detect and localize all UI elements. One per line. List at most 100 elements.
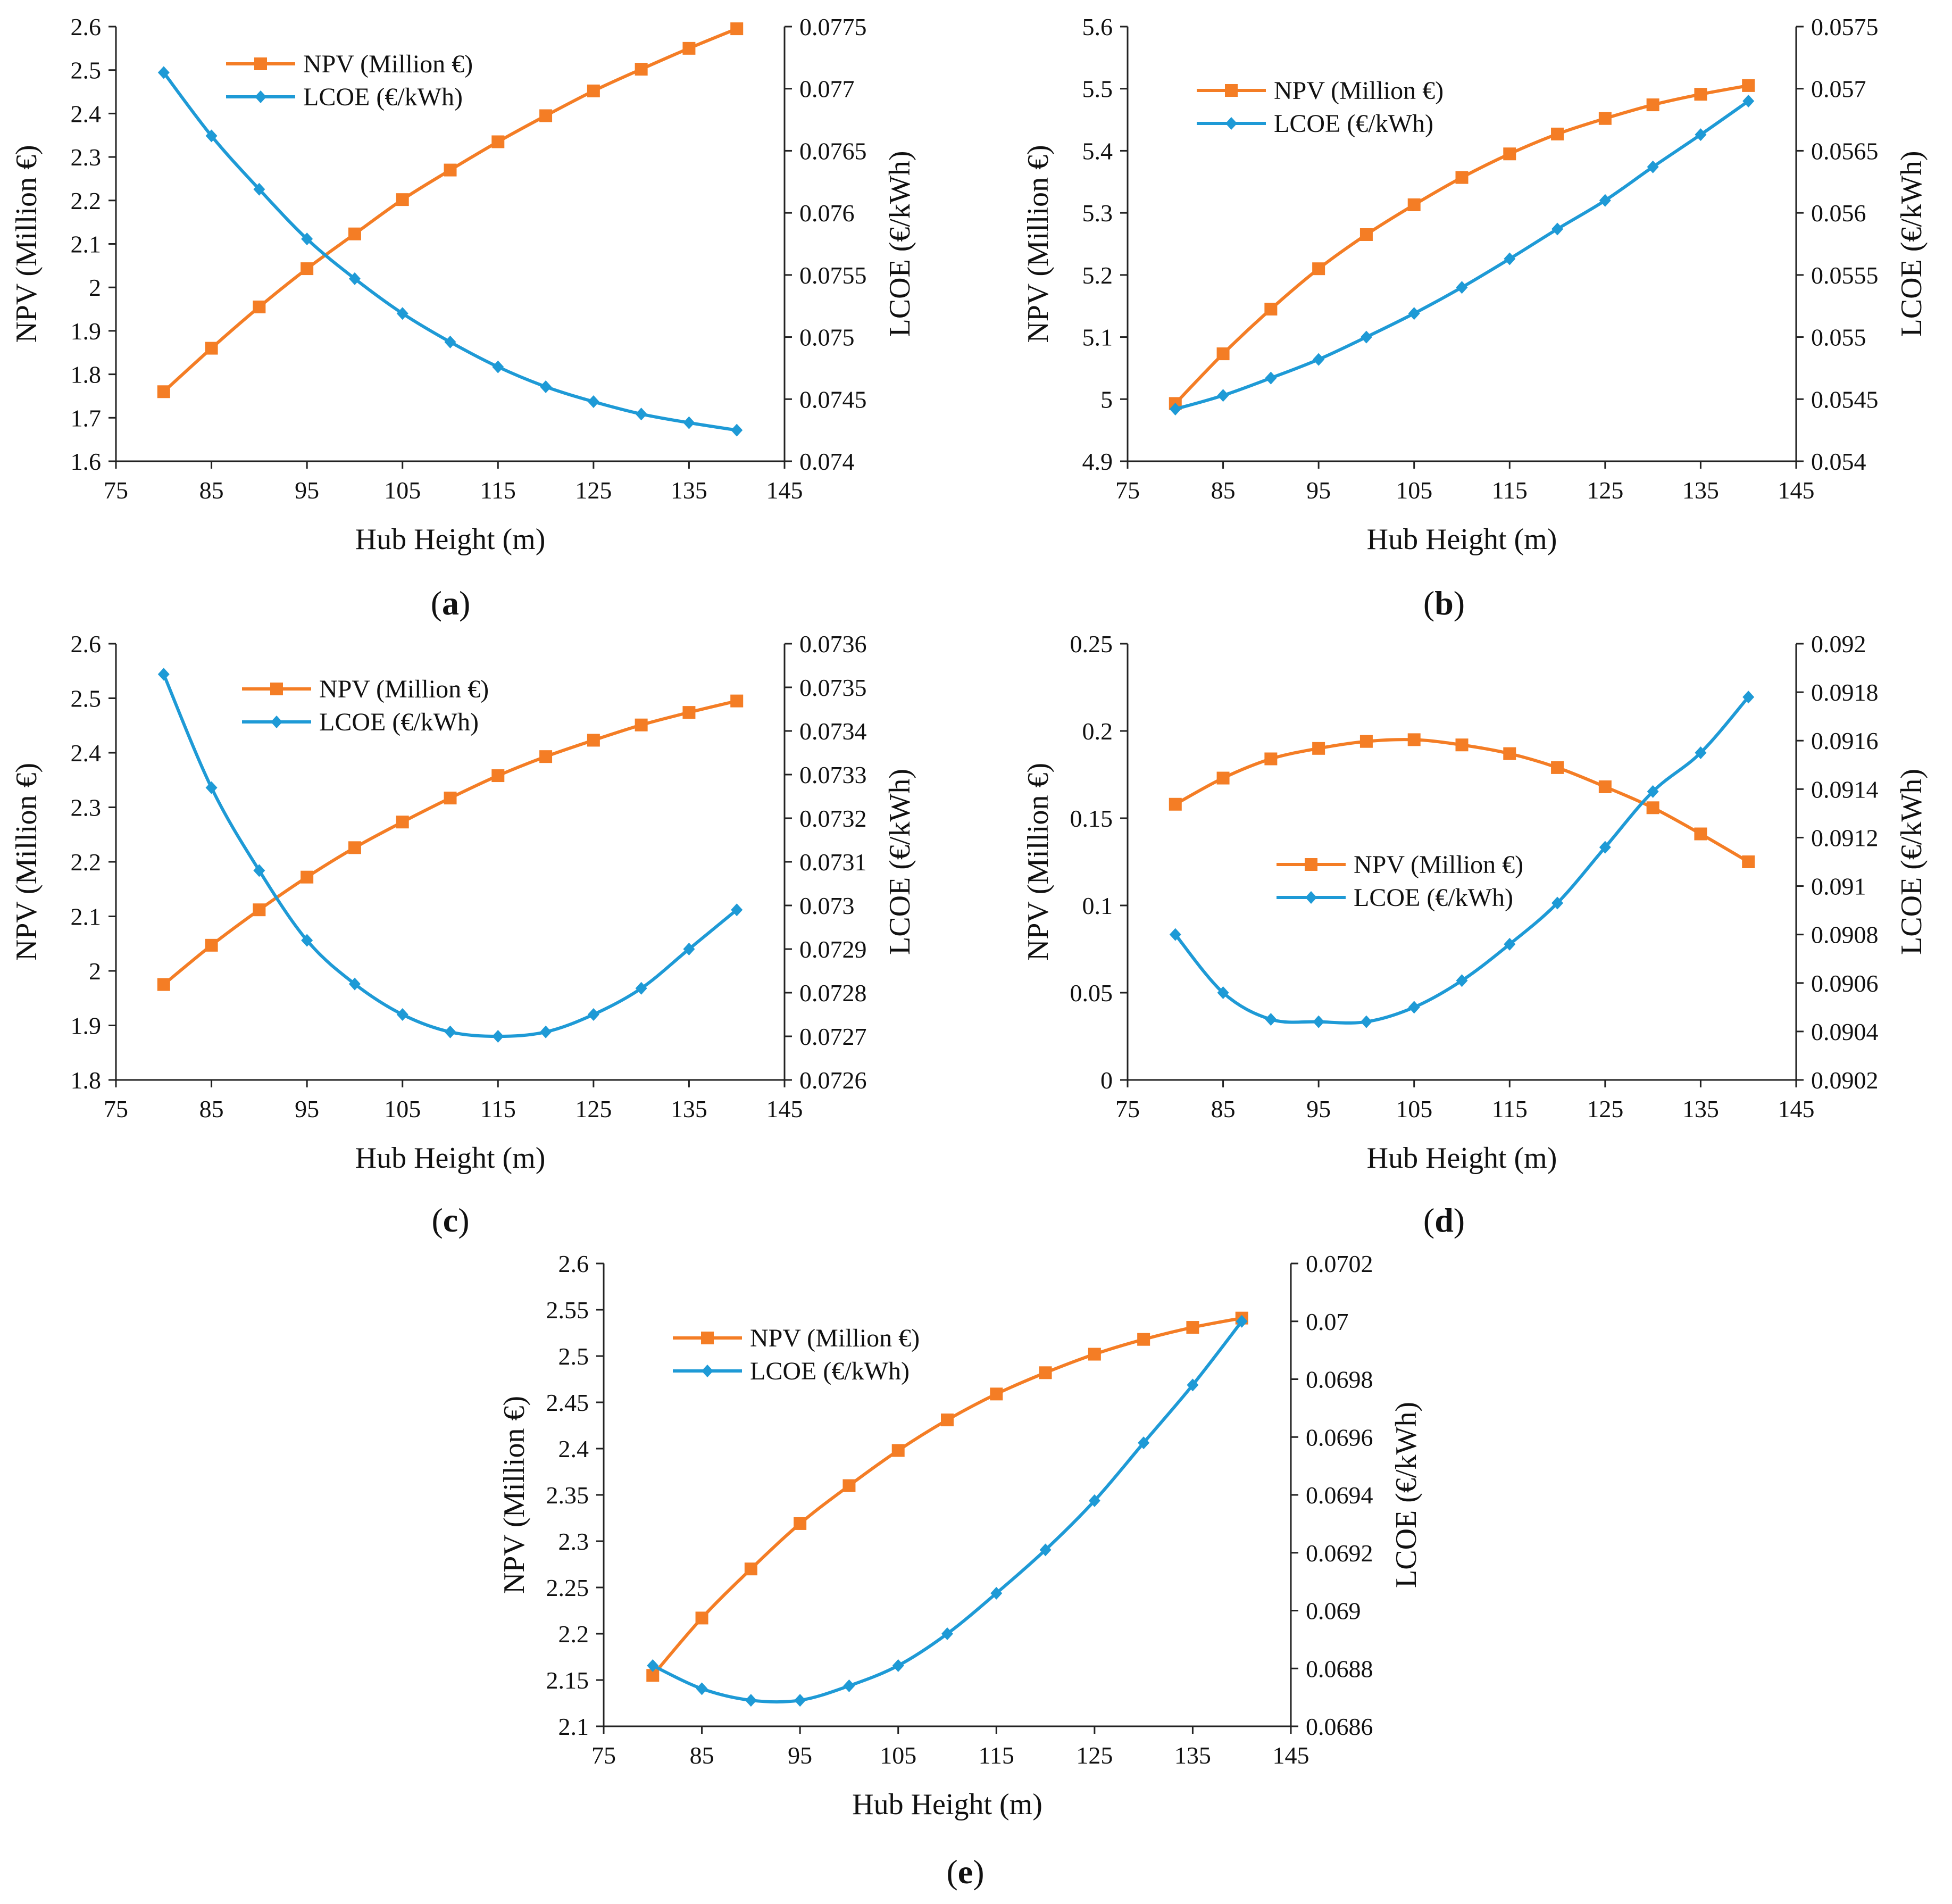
y-tick-label: 2.1 [71,903,102,930]
y2-tick-label: 0.0755 [799,262,867,289]
y-tick-label: 2.35 [546,1482,589,1509]
npv-data-point [891,1444,905,1457]
x-tick-label: 95 [295,1095,319,1123]
panel-label-letter: c [443,1201,458,1239]
y2-tick-label: 0.056 [1811,199,1866,227]
y2-tick-label: 0.0736 [799,630,867,658]
npv-data-point [695,1611,708,1625]
x-tick-label: 95 [1306,477,1331,504]
y2-tick-label: 0.0918 [1811,679,1879,706]
legend-npv-marker [701,1332,714,1344]
npv-data-point [396,193,409,206]
panel-label-close: ) [1454,584,1465,622]
panel-label-letter: a [442,584,459,622]
y2-tick-label: 0.0545 [1811,386,1879,413]
legend-npv-marker [254,57,267,70]
npv-data-point [539,750,553,763]
npv-data-point [1694,88,1707,101]
npv-data-point [1137,1333,1150,1346]
npv-data-point [1312,742,1325,755]
npv-data-point [682,706,696,719]
lcoe-data-point [941,1627,953,1640]
lcoe-data-point [348,272,361,285]
y-tick-label: 2.4 [71,739,102,767]
x-tick-label: 135 [671,477,707,504]
y2-tick-label: 0.0694 [1306,1482,1373,1509]
x-tick-label: 145 [1778,477,1815,504]
y2-tick-label: 0.0688 [1306,1655,1373,1682]
lcoe-data-point [540,1025,552,1038]
lcoe-data-point [492,360,504,373]
y2-tick-label: 0.057 [1811,76,1866,103]
x-tick-label: 115 [480,477,516,504]
y2-tick-label: 0.0729 [799,936,867,963]
lcoe-data-point [157,66,170,79]
y2-tick-label: 0.07 [1306,1308,1349,1335]
y-tick-label: 1.8 [71,1067,102,1094]
legend-lcoe-label: LCOE (€/kWh) [319,708,479,736]
y-tick-label: 2.15 [546,1667,589,1694]
npv-series-line [162,699,737,986]
x-tick-label: 145 [766,1095,803,1123]
lcoe-series-line [652,1320,1244,1704]
y2-tick-label: 0.054 [1811,448,1866,475]
npv-data-point [730,694,744,708]
lcoe-data-point [1265,1013,1277,1026]
lcoe-data-point [1217,986,1229,999]
lcoe-data-point [587,1008,599,1021]
y2-tick-label: 0.0727 [799,1023,867,1050]
npv-data-point [730,22,744,36]
lcoe-data-point [1360,1015,1372,1028]
lcoe-data-point [1551,222,1564,236]
lcoe-data-point [1742,691,1755,704]
y-tick-label: 2.5 [558,1343,589,1370]
y-axis-title: NPV (Million €) [1022,763,1055,961]
y-tick-label: 1.9 [71,318,102,345]
y-tick-label: 5.3 [1082,199,1113,227]
legend-lcoe-marker [255,90,266,103]
legend-npv-label: NPV (Million €) [1274,77,1444,105]
x-axis-title: Hub Height (m) [355,523,546,556]
y-tick-label: 5.6 [1082,13,1113,40]
panel-label-letter: e [958,1853,973,1891]
npv-data-point [1039,1366,1052,1379]
x-tick-label: 85 [1211,477,1236,504]
legend-lcoe-marker [1225,117,1237,130]
npv-data-point [794,1517,807,1530]
panel-label-open: ( [431,1201,443,1239]
npv-data-point [348,841,361,854]
x-tick-label: 135 [671,1095,707,1123]
y2-tick-label: 0.075 [799,324,855,351]
npv-data-point [491,769,505,783]
y-tick-label: 1.9 [71,1012,102,1040]
legend-npv-marker [270,683,283,695]
lcoe-data-point [157,668,170,681]
chart-panel-e: 75 85 95 105 115 125 135 145 2.1 2.15 2.2 2.25 2.3 2.… [498,1250,1423,1891]
legend-npv-label: NPV (Million €) [303,50,473,78]
npv-data-point [1264,303,1278,316]
y-tick-label: 1.7 [71,404,102,431]
lcoe-data-point [635,982,647,995]
lcoe-data-point [253,182,265,196]
npv-data-point [1216,347,1230,361]
lcoe-data-point [253,864,265,877]
npv-data-point [444,163,457,177]
x-tick-label: 125 [1587,477,1623,504]
y-tick-label: 2.45 [546,1389,589,1416]
panel-label: (d) [1423,1201,1465,1239]
y2-tick-label: 0.076 [799,199,855,227]
lcoe-data-point [1088,1494,1100,1507]
x-tick-label: 105 [1396,477,1432,504]
y2-tick-label: 0.0912 [1811,824,1879,851]
legend-npv-label: NPV (Million €) [750,1324,920,1352]
y-tick-label: 2.6 [71,630,102,658]
npv-data-point [1088,1348,1101,1361]
lcoe-data-point [444,335,456,348]
npv-data-point [1503,147,1516,161]
lcoe-data-point [1742,95,1755,108]
lcoe-data-point [683,416,695,429]
y-tick-label: 1.6 [71,448,102,475]
legend-lcoe-label: LCOE (€/kWh) [750,1357,910,1385]
legend-npv-label: NPV (Million €) [319,675,489,703]
y2-axis-title: LCOE (€/kWh) [1895,769,1928,955]
